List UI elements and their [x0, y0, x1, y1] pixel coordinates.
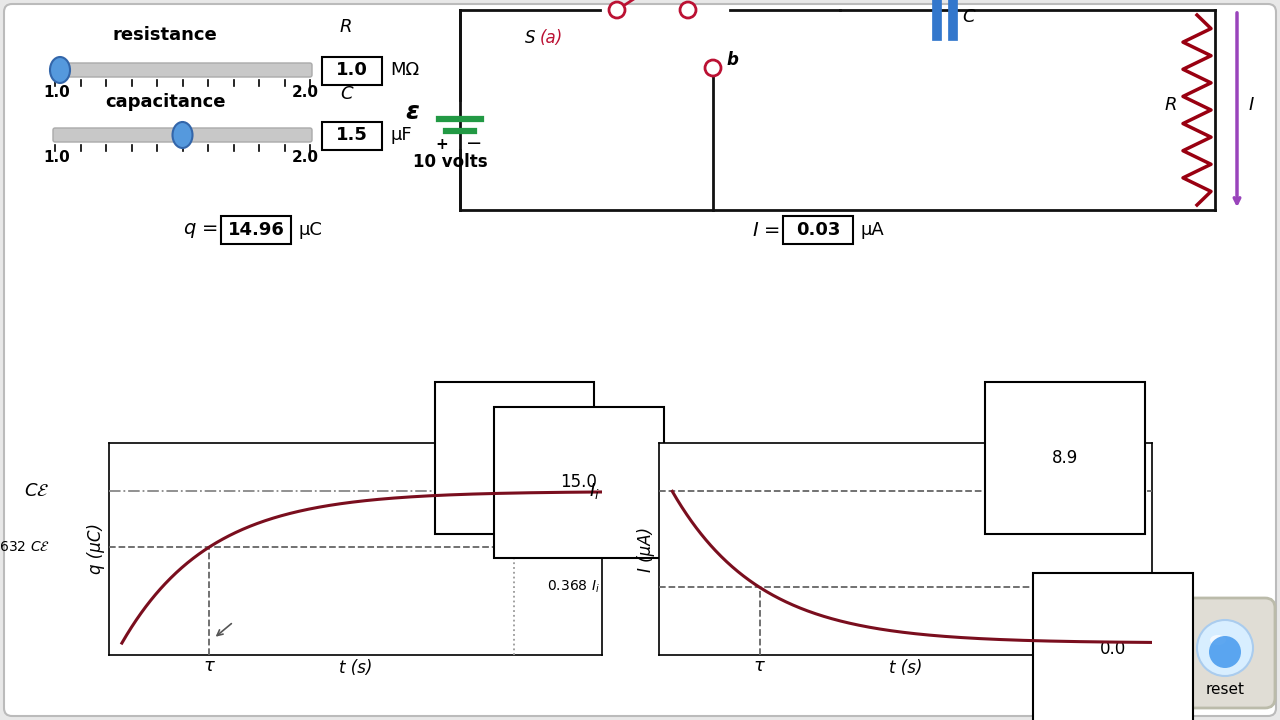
Text: C: C — [963, 8, 974, 26]
Text: (a): (a) — [540, 29, 563, 47]
Text: ε: ε — [404, 100, 419, 124]
Circle shape — [609, 2, 625, 18]
Text: $C\mathcal{E}$: $C\mathcal{E}$ — [24, 482, 50, 500]
Text: 2.0: 2.0 — [292, 85, 319, 100]
X-axis label: t (s): t (s) — [888, 660, 923, 678]
FancyBboxPatch shape — [52, 63, 312, 77]
Text: 10 volts: 10 volts — [412, 153, 488, 171]
Y-axis label: I (μA): I (μA) — [637, 526, 655, 572]
Text: capacitance: capacitance — [105, 93, 225, 111]
FancyBboxPatch shape — [323, 57, 381, 85]
Circle shape — [1197, 620, 1253, 676]
Text: μA: μA — [860, 221, 883, 239]
Text: 1.0: 1.0 — [44, 150, 70, 165]
X-axis label: t (s): t (s) — [338, 660, 372, 678]
Text: I: I — [1249, 96, 1254, 114]
Text: μC: μC — [298, 221, 321, 239]
FancyBboxPatch shape — [4, 4, 1276, 716]
Text: 0.0: 0.0 — [1100, 640, 1126, 658]
FancyBboxPatch shape — [323, 122, 381, 150]
Text: 2.0: 2.0 — [292, 150, 319, 165]
Ellipse shape — [50, 57, 70, 83]
Ellipse shape — [173, 122, 192, 148]
Y-axis label: q (μC): q (μC) — [87, 523, 105, 575]
Text: $I_i$: $I_i$ — [589, 482, 600, 501]
Text: C: C — [340, 85, 352, 103]
Text: 1.5: 1.5 — [337, 126, 367, 144]
Text: 8.9: 8.9 — [502, 449, 527, 467]
Circle shape — [680, 2, 696, 18]
Text: MΩ: MΩ — [390, 61, 419, 79]
Text: 0.03: 0.03 — [796, 221, 840, 239]
Text: $\tau$: $\tau$ — [753, 657, 765, 675]
Circle shape — [1210, 636, 1242, 668]
FancyBboxPatch shape — [221, 216, 291, 244]
Text: μF: μF — [390, 126, 412, 144]
Text: $I$ =: $I$ = — [751, 220, 780, 240]
FancyBboxPatch shape — [783, 216, 852, 244]
Text: b: b — [726, 51, 737, 69]
Text: S: S — [525, 29, 535, 47]
Text: 14.96: 14.96 — [228, 221, 284, 239]
Text: $q$ =: $q$ = — [183, 220, 218, 240]
Text: 8.9: 8.9 — [1052, 449, 1078, 467]
Ellipse shape — [1210, 635, 1226, 645]
Text: +: + — [435, 137, 448, 152]
Text: −: − — [466, 134, 483, 153]
Text: R: R — [340, 18, 352, 36]
Text: 0.632 $C\mathcal{E}$: 0.632 $C\mathcal{E}$ — [0, 540, 50, 554]
Text: 1.0: 1.0 — [44, 85, 70, 100]
FancyBboxPatch shape — [52, 128, 312, 142]
FancyBboxPatch shape — [1175, 598, 1275, 708]
Text: 15.0: 15.0 — [561, 473, 598, 491]
Text: reset: reset — [1206, 683, 1244, 698]
Text: R: R — [1165, 96, 1178, 114]
Text: 0.368 $I_i$: 0.368 $I_i$ — [547, 579, 600, 595]
Text: resistance: resistance — [113, 26, 218, 44]
Circle shape — [705, 60, 721, 76]
Text: 1.0: 1.0 — [337, 61, 367, 79]
Text: $\tau$: $\tau$ — [202, 657, 215, 675]
